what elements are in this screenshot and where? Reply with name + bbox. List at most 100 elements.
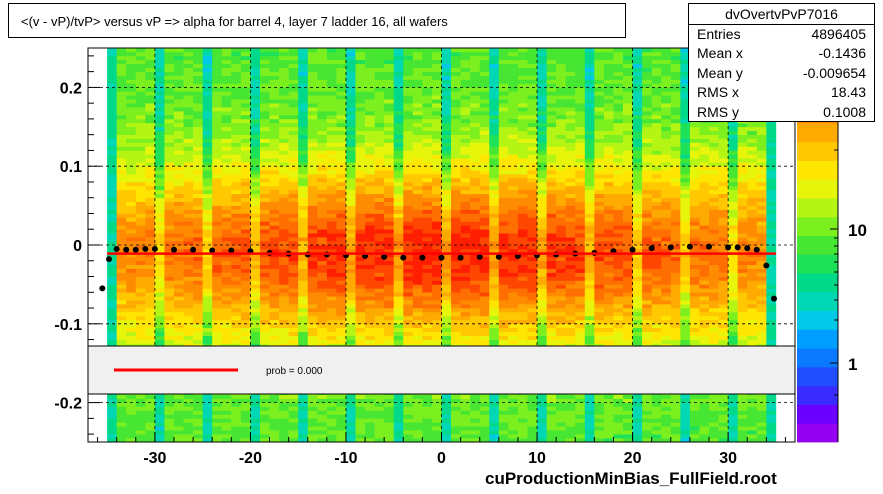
- heatmap-cell: [355, 193, 366, 199]
- heatmap-cell: [279, 134, 289, 139]
- heatmap-cell: [374, 308, 385, 313]
- heatmap-cell: [250, 118, 261, 124]
- heatmap-cell: [326, 335, 337, 340]
- heatmap-cell: [403, 185, 414, 191]
- heatmap-cell: [345, 114, 356, 120]
- heatmap-cell: [240, 71, 251, 76]
- heatmap-cell: [393, 276, 404, 281]
- heatmap-cell: [221, 79, 232, 84]
- heatmap-cell: [479, 430, 490, 435]
- heatmap-cell: [298, 189, 309, 195]
- heatmap-cell: [365, 434, 375, 439]
- heatmap-cell: [365, 201, 375, 206]
- heatmap-cell: [403, 245, 414, 250]
- heatmap-cell: [565, 402, 576, 407]
- heatmap-cell: [307, 260, 318, 265]
- heatmap-cell: [202, 229, 213, 234]
- heatmap-cell: [508, 146, 519, 151]
- heatmap-cell: [126, 197, 137, 202]
- heatmap-cell: [154, 233, 165, 238]
- heatmap-cell: [193, 95, 203, 100]
- heatmap-cell: [479, 51, 490, 57]
- heatmap-cell: [546, 229, 557, 234]
- heatmap-cell: [193, 185, 203, 191]
- heatmap-cell: [126, 292, 137, 297]
- heatmap-cell: [345, 138, 356, 143]
- heatmap-cell: [279, 209, 289, 214]
- heatmap-cell: [451, 300, 461, 305]
- heatmap-cell: [221, 126, 232, 132]
- heatmap-cell: [498, 111, 509, 116]
- heatmap-cell: [431, 114, 442, 120]
- heatmap-cell: [451, 406, 461, 411]
- heatmap-cell: [384, 122, 395, 128]
- heatmap-cell: [527, 158, 538, 163]
- heatmap-cell: [336, 111, 347, 116]
- heatmap-cell: [546, 398, 557, 403]
- heatmap-cell: [365, 252, 375, 258]
- heatmap-cell: [527, 166, 538, 171]
- heatmap-cell: [365, 319, 375, 325]
- heatmap-cell: [479, 197, 490, 202]
- heatmap-cell: [269, 170, 280, 175]
- heatmap-cell: [393, 174, 404, 179]
- heatmap-cell: [126, 142, 137, 147]
- heatmap-cell: [154, 138, 165, 143]
- heatmap-cell: [345, 209, 356, 214]
- heatmap-cell: [384, 166, 395, 171]
- heatmap-cell: [345, 284, 356, 289]
- heatmap-cell: [460, 268, 471, 273]
- heatmap-cell: [403, 296, 414, 301]
- heatmap-cell: [240, 406, 251, 411]
- heatmap-cell: [164, 308, 175, 313]
- heatmap-cell: [307, 75, 318, 80]
- heatmap-cell: [336, 241, 347, 246]
- heatmap-cell: [489, 280, 500, 285]
- heatmap-cell: [403, 107, 414, 112]
- heatmap-cell: [116, 48, 127, 53]
- heatmap-cell: [460, 162, 471, 167]
- heatmap-cell: [250, 75, 261, 80]
- heatmap-cell: [326, 185, 337, 191]
- heatmap-cell: [202, 114, 213, 120]
- heatmap-cell: [183, 181, 194, 187]
- heatmap-cell: [250, 331, 261, 336]
- heatmap-cell: [298, 339, 309, 344]
- heatmap-cell: [365, 414, 375, 419]
- heatmap-cell: [240, 111, 251, 116]
- heatmap-cell: [154, 71, 165, 76]
- heatmap-cell: [202, 233, 213, 238]
- heatmap-cell: [422, 331, 433, 336]
- heatmap-cell: [202, 95, 213, 100]
- heatmap-cell: [193, 229, 203, 234]
- heatmap-cell: [393, 339, 404, 344]
- heatmap-cell: [479, 55, 490, 61]
- heatmap-cell: [537, 111, 547, 116]
- heatmap-cell: [326, 174, 337, 179]
- heatmap-cell: [240, 174, 251, 179]
- heatmap-cell: [556, 193, 566, 199]
- heatmap-cell: [365, 288, 375, 293]
- heatmap-cell: [470, 300, 481, 305]
- heatmap-cell: [498, 174, 509, 179]
- heatmap-cell: [575, 166, 586, 171]
- heatmap-cell: [240, 55, 251, 61]
- heatmap-cell: [154, 426, 165, 431]
- heatmap-cell: [384, 225, 395, 230]
- heatmap-cell: [489, 292, 500, 297]
- heatmap-cell: [565, 178, 576, 183]
- heatmap-cell: [365, 430, 375, 435]
- heatmap-cell: [183, 284, 194, 289]
- heatmap-cell: [470, 406, 481, 411]
- heatmap-cell: [279, 426, 289, 431]
- heatmap-cell: [126, 268, 137, 273]
- heatmap-cell: [489, 118, 500, 124]
- heatmap-cell: [422, 256, 433, 262]
- heatmap-cell: [240, 422, 251, 427]
- heatmap-cell: [345, 213, 356, 218]
- heatmap-cell: [460, 213, 471, 218]
- heatmap-cell: [556, 241, 566, 246]
- heatmap-cell: [259, 284, 270, 289]
- heatmap-cell: [240, 217, 251, 222]
- heatmap-cell: [355, 280, 366, 285]
